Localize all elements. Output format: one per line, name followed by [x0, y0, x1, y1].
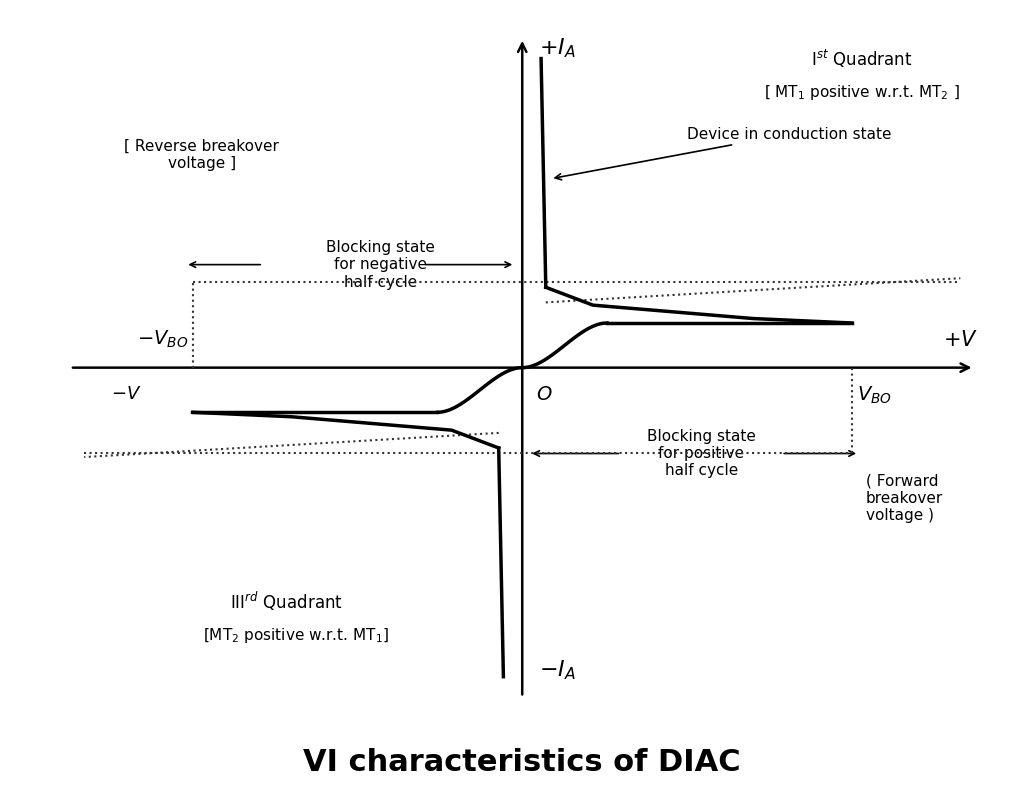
Text: III$^{rd}$ Quadrant: III$^{rd}$ Quadrant [230, 590, 343, 612]
Text: $-V_{BO}$: $-V_{BO}$ [136, 329, 187, 351]
Text: $O$: $O$ [537, 385, 553, 404]
Text: Blocking state
for positive
half cycle: Blocking state for positive half cycle [647, 428, 756, 478]
Text: [ MT$_1$ positive w.r.t. MT$_2$ ]: [ MT$_1$ positive w.r.t. MT$_2$ ] [764, 83, 959, 103]
Text: Blocking state
for negative
half cycle: Blocking state for negative half cycle [327, 240, 435, 289]
Text: $V_{BO}$: $V_{BO}$ [857, 385, 892, 406]
Text: $-V$: $-V$ [112, 385, 141, 403]
Text: Device in conduction state: Device in conduction state [555, 127, 892, 180]
Text: $+I_A$: $+I_A$ [539, 36, 575, 60]
Text: ( Forward
breakover
voltage ): ( Forward breakover voltage ) [866, 473, 943, 523]
Text: [MT$_2$ positive w.r.t. MT$_1$]: [MT$_2$ positive w.r.t. MT$_1$] [203, 626, 389, 645]
Text: [ Reverse breakover
voltage ]: [ Reverse breakover voltage ] [125, 138, 280, 171]
Text: I$^{st}$ Quadrant: I$^{st}$ Quadrant [811, 48, 912, 69]
Text: VI characteristics of DIAC: VI characteristics of DIAC [303, 748, 741, 777]
Text: $-I_A$: $-I_A$ [539, 658, 575, 682]
Text: $+V$: $+V$ [943, 330, 978, 351]
